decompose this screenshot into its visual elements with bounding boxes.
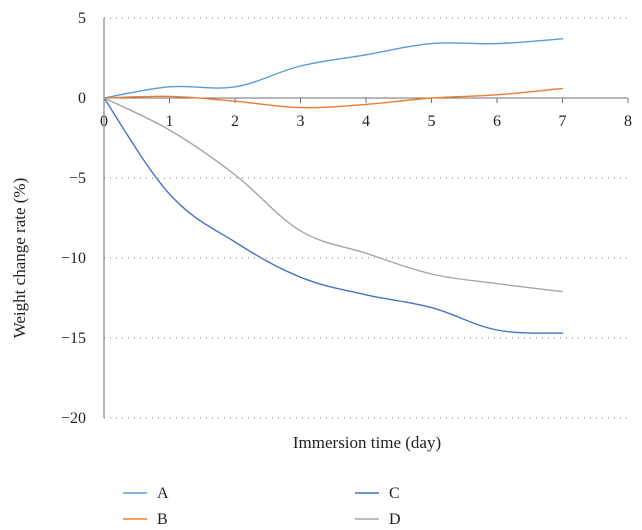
y-axis-title: Weight change rate (%) <box>10 178 29 339</box>
y-axis-ticks: 5 0 −5 −10 −15 −20 <box>61 10 86 427</box>
x-tick-label: 0 <box>100 113 108 130</box>
data-series <box>103 38 564 334</box>
legend-item-d: D <box>355 511 401 528</box>
x-tick-label: 2 <box>231 113 239 130</box>
x-tick-label: 5 <box>428 113 436 130</box>
legend-item-a: A <box>123 485 169 502</box>
axes <box>103 18 628 418</box>
legend-label: C <box>389 485 400 502</box>
x-tick-label: 6 <box>493 113 501 130</box>
y-tick-label: −10 <box>61 250 86 267</box>
y-tick-label: −20 <box>61 410 86 427</box>
x-tick-label: 7 <box>559 113 567 130</box>
x-tick-label: 3 <box>297 113 305 130</box>
legend: AB CD <box>123 485 401 528</box>
legend-label: D <box>389 511 401 528</box>
series-line-d <box>103 97 564 293</box>
legend-item-b: B <box>123 511 168 528</box>
series-line-a <box>103 38 564 99</box>
x-axis-ticks: 0 1 2 3 4 5 6 7 8 <box>100 98 632 130</box>
y-tick-label: −5 <box>69 170 86 187</box>
y-tick-label: 5 <box>78 10 86 27</box>
gridlines <box>104 17 628 419</box>
x-tick-label: 4 <box>362 113 370 130</box>
legend-label: B <box>157 511 168 528</box>
x-axis-title: Immersion time (day) <box>293 433 441 452</box>
legend-label: A <box>157 485 169 502</box>
series-line-b <box>103 87 564 109</box>
x-tick-label: 1 <box>166 113 174 130</box>
x-tick-label: 8 <box>624 113 632 130</box>
y-tick-label: 0 <box>78 90 86 107</box>
y-tick-label: −15 <box>61 330 86 347</box>
legend-item-c: C <box>355 485 400 502</box>
series-line-c <box>103 97 564 334</box>
